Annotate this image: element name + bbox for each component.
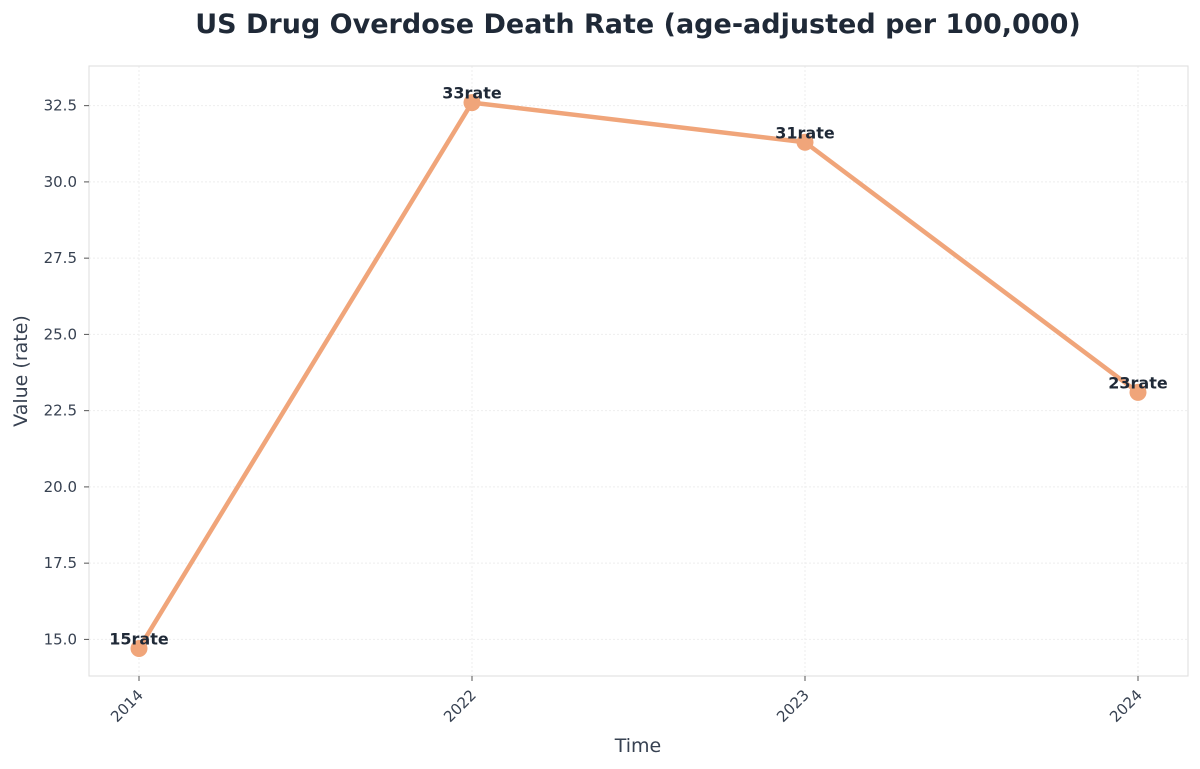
- y-axis-label: Value (rate): [10, 315, 32, 427]
- data-label: 31rate: [775, 123, 835, 142]
- data-point: [796, 133, 814, 151]
- data-label: 15rate: [109, 630, 169, 649]
- y-axis-ticks: 15.0 17.5 20.0 22.5 25.0 27.5 30.0 32.5: [44, 97, 89, 648]
- y-tick-label: 27.5: [44, 249, 77, 267]
- data-label: 23rate: [1108, 373, 1168, 392]
- data-point: [463, 94, 481, 112]
- y-tick-label: 20.0: [44, 478, 77, 496]
- series-line: [136, 100, 1141, 651]
- x-tick-label: 2023: [773, 686, 813, 726]
- data-labels: 15rate 33rate 31rate 23rate: [109, 84, 1168, 649]
- y-tick-label: 22.5: [44, 402, 77, 420]
- data-point: [130, 640, 148, 658]
- data-label: 33rate: [442, 84, 502, 103]
- y-tick-label: 17.5: [44, 554, 77, 572]
- plot-area-frame: [88, 65, 1189, 677]
- y-tick-label: 25.0: [44, 325, 77, 343]
- x-tick-label: 2014: [107, 686, 147, 726]
- x-axis-ticks: 2014 2022 2023 2024: [107, 676, 1146, 726]
- grid: [89, 66, 1188, 676]
- y-tick-label: 32.5: [44, 97, 77, 115]
- y-tick-label: 15.0: [44, 630, 77, 648]
- x-tick-label: 2022: [440, 686, 480, 726]
- y-tick-label: 30.0: [44, 173, 77, 191]
- data-point: [1129, 383, 1147, 401]
- x-tick-label: 2024: [1106, 686, 1146, 726]
- chart-title: US Drug Overdose Death Rate (age-adjuste…: [195, 9, 1081, 40]
- x-axis-label: Time: [614, 735, 662, 757]
- series-layer: [130, 94, 1147, 658]
